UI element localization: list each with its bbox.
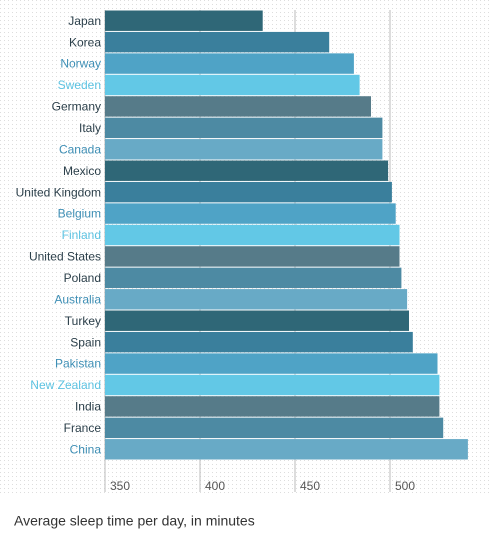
y-tick-label: United States xyxy=(29,250,101,264)
y-tick-label: Belgium xyxy=(58,207,101,221)
bar xyxy=(105,331,413,353)
x-tick-label: 350 xyxy=(110,479,130,493)
x-tick-label: 450 xyxy=(300,479,320,493)
y-tick-label: Norway xyxy=(60,57,101,71)
y-tick-label: Korea xyxy=(69,35,101,49)
bar xyxy=(105,374,440,396)
bar xyxy=(105,203,396,224)
y-tick-label: India xyxy=(75,400,101,414)
bar xyxy=(105,353,438,374)
bar xyxy=(105,246,400,267)
bar xyxy=(105,417,444,439)
bar xyxy=(105,117,383,139)
bar xyxy=(105,96,371,117)
y-tick-label: Mexico xyxy=(63,164,101,178)
y-tick-label: France xyxy=(64,421,102,435)
x-tick-label: 400 xyxy=(205,479,225,493)
bar xyxy=(105,224,400,246)
bar xyxy=(105,31,330,53)
bar xyxy=(105,160,389,181)
y-tick-label: New Zealand xyxy=(30,378,101,392)
y-tick-label: Germany xyxy=(52,100,101,114)
caption: Average sleep time per day, in minutes xyxy=(14,513,255,529)
y-tick-label: Poland xyxy=(64,271,101,285)
bar xyxy=(105,396,440,417)
bar xyxy=(105,439,468,460)
bar xyxy=(105,310,409,331)
y-tick-label: Australia xyxy=(54,292,101,306)
y-tick-label: Finland xyxy=(62,228,101,242)
y-tick-label: Turkey xyxy=(65,314,101,328)
bar xyxy=(105,10,263,31)
y-tick-label: Italy xyxy=(79,121,101,135)
x-tick-label: 500 xyxy=(395,479,415,493)
bar xyxy=(105,139,383,160)
bar xyxy=(105,181,392,203)
y-tick-label: Sweden xyxy=(58,78,101,92)
bar xyxy=(105,267,402,289)
y-tick-label: Spain xyxy=(70,335,101,349)
y-tick-label: Canada xyxy=(59,142,101,156)
y-tick-label: Japan xyxy=(68,14,101,28)
bar xyxy=(105,289,408,310)
bar xyxy=(105,53,354,74)
y-tick-label: United Kingdom xyxy=(16,185,101,199)
y-tick-label: China xyxy=(70,442,102,456)
y-tick-label: Pakistan xyxy=(55,357,101,371)
bar xyxy=(105,74,360,96)
